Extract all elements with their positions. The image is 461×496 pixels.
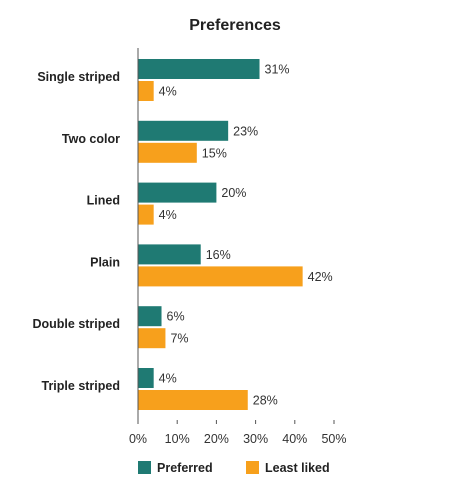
- data-label: 4%: [159, 208, 177, 222]
- data-label: 16%: [206, 248, 231, 262]
- axis-layer: 0% 10% 20% 30% 40% 50%: [129, 48, 347, 446]
- data-label: 31%: [265, 63, 290, 77]
- labels-layer: Single striped 31% 4% Two color 23% 15% Lined 2…: [32, 63, 332, 408]
- data-label: 28%: [253, 394, 278, 408]
- category-label: Triple striped: [42, 379, 121, 393]
- data-label: 15%: [202, 146, 227, 160]
- bar-preferred: [138, 182, 217, 203]
- category-label: Double striped: [32, 317, 120, 331]
- chart-title: Preferences: [189, 17, 281, 34]
- bar-preferred: [138, 306, 162, 327]
- x-tick-label: 0%: [129, 432, 147, 446]
- bar-preferred: [138, 120, 229, 141]
- category-label: Single striped: [37, 70, 120, 84]
- bar-preferred: [138, 368, 154, 388]
- x-tick-label: 20%: [204, 432, 229, 446]
- bar-least-liked: [138, 390, 248, 410]
- bar-least-liked: [138, 142, 197, 163]
- category-label: Plain: [90, 255, 120, 269]
- bar-least-liked: [138, 204, 154, 225]
- data-label: 42%: [308, 270, 333, 284]
- x-tick-label: 30%: [243, 432, 268, 446]
- data-label: 6%: [167, 310, 185, 324]
- bar-preferred: [138, 244, 201, 265]
- data-label: 7%: [170, 332, 188, 346]
- bar-least-liked: [138, 81, 154, 101]
- legend-swatch-preferred: [138, 461, 151, 474]
- legend: Preferred Least liked: [138, 461, 330, 475]
- x-tick-label: 40%: [282, 432, 307, 446]
- bar-least-liked: [138, 328, 166, 349]
- data-label: 4%: [159, 372, 177, 386]
- bar-preferred: [138, 59, 260, 79]
- bars-layer: [138, 59, 303, 410]
- data-label: 20%: [221, 186, 246, 200]
- category-label: Two color: [62, 132, 120, 146]
- legend-label: Least liked: [265, 461, 330, 475]
- legend-swatch-least-liked: [246, 461, 259, 474]
- bar-least-liked: [138, 266, 303, 287]
- legend-label: Preferred: [157, 461, 213, 475]
- data-label: 23%: [233, 124, 258, 138]
- category-label: Lined: [87, 194, 120, 208]
- x-tick-label: 10%: [165, 432, 190, 446]
- data-label: 4%: [159, 85, 177, 99]
- x-tick-label: 50%: [321, 432, 346, 446]
